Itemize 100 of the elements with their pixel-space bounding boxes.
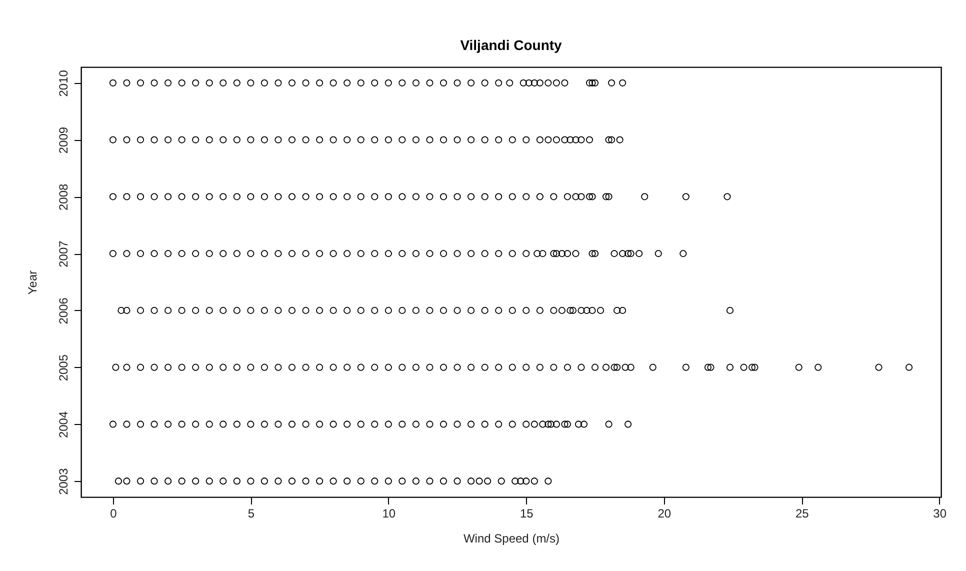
point (544, 420, 552, 428)
point (426, 478, 434, 485)
point (123, 136, 130, 144)
point (260, 478, 268, 485)
point (468, 364, 475, 371)
point (136, 478, 144, 485)
point (344, 193, 351, 200)
point (724, 193, 731, 200)
point (426, 79, 434, 86)
point (616, 136, 624, 144)
point (136, 79, 144, 86)
point (561, 136, 568, 144)
point (522, 420, 530, 428)
point (247, 79, 254, 86)
point (302, 193, 310, 200)
point (233, 478, 240, 485)
point (454, 478, 461, 485)
point (302, 478, 310, 485)
point (192, 136, 200, 144)
point (468, 136, 475, 144)
point (682, 364, 690, 371)
point (614, 306, 621, 314)
point (682, 193, 690, 200)
point (412, 193, 420, 200)
point (136, 250, 144, 258)
point (274, 306, 282, 314)
point (384, 478, 392, 485)
point (302, 79, 310, 86)
point (495, 250, 502, 258)
point (316, 79, 324, 86)
point (357, 478, 364, 485)
point (150, 478, 158, 485)
point (288, 250, 296, 258)
x-tick-label: 0 (110, 506, 118, 520)
point (192, 250, 200, 258)
x-tick-label: 30 (933, 506, 947, 520)
point (206, 250, 213, 258)
point (680, 250, 687, 258)
point (178, 306, 186, 314)
point (454, 193, 461, 200)
point (136, 306, 144, 314)
point (426, 193, 434, 200)
point (274, 136, 282, 144)
point (536, 364, 544, 371)
point (605, 420, 612, 428)
point (636, 250, 643, 258)
point (552, 420, 560, 428)
point (274, 478, 282, 485)
point (316, 136, 324, 144)
point (440, 79, 448, 86)
point (550, 250, 558, 258)
point (150, 306, 158, 314)
point (495, 364, 502, 371)
point (481, 364, 488, 371)
point (344, 478, 351, 485)
point (247, 478, 254, 485)
point (136, 364, 144, 371)
point (233, 306, 240, 314)
point (539, 420, 546, 428)
point (371, 136, 378, 144)
point (481, 250, 488, 258)
point (536, 306, 544, 314)
point (192, 79, 200, 86)
point (302, 136, 310, 144)
point (495, 420, 502, 428)
point (550, 364, 558, 371)
point (591, 250, 599, 258)
point (586, 79, 594, 86)
point (495, 136, 502, 144)
point (112, 364, 120, 371)
point (109, 250, 116, 258)
point (412, 478, 420, 485)
point (109, 193, 116, 200)
point (344, 306, 351, 314)
point (610, 364, 618, 371)
point (316, 364, 324, 371)
point (288, 79, 296, 86)
point (649, 364, 656, 371)
point (384, 420, 392, 428)
point (875, 364, 882, 371)
point (512, 478, 519, 485)
point (316, 193, 324, 200)
point (398, 79, 406, 86)
point (412, 420, 420, 428)
point (178, 478, 186, 485)
point (288, 193, 296, 200)
point (288, 478, 296, 485)
point (569, 306, 577, 314)
point (654, 250, 662, 258)
point (468, 478, 475, 485)
point (164, 136, 172, 144)
point (814, 364, 822, 371)
point (539, 250, 546, 258)
point (233, 79, 240, 86)
point (247, 364, 254, 371)
point (274, 420, 282, 428)
point (357, 193, 364, 200)
point (178, 250, 186, 258)
point (454, 364, 461, 371)
point (371, 306, 378, 314)
